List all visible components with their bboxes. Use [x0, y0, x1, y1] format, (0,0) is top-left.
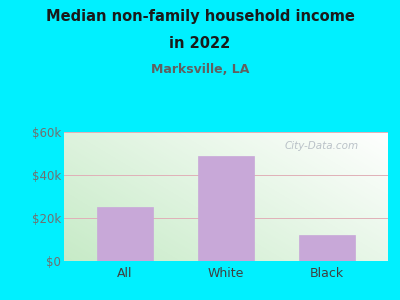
- Bar: [97, 207, 152, 261]
- Text: Median non-family household income: Median non-family household income: [46, 9, 354, 24]
- Text: in 2022: in 2022: [169, 36, 231, 51]
- Text: City-Data.com: City-Data.com: [284, 141, 358, 151]
- Bar: [198, 156, 254, 261]
- Text: Marksville, LA: Marksville, LA: [151, 63, 249, 76]
- Bar: [300, 235, 355, 261]
